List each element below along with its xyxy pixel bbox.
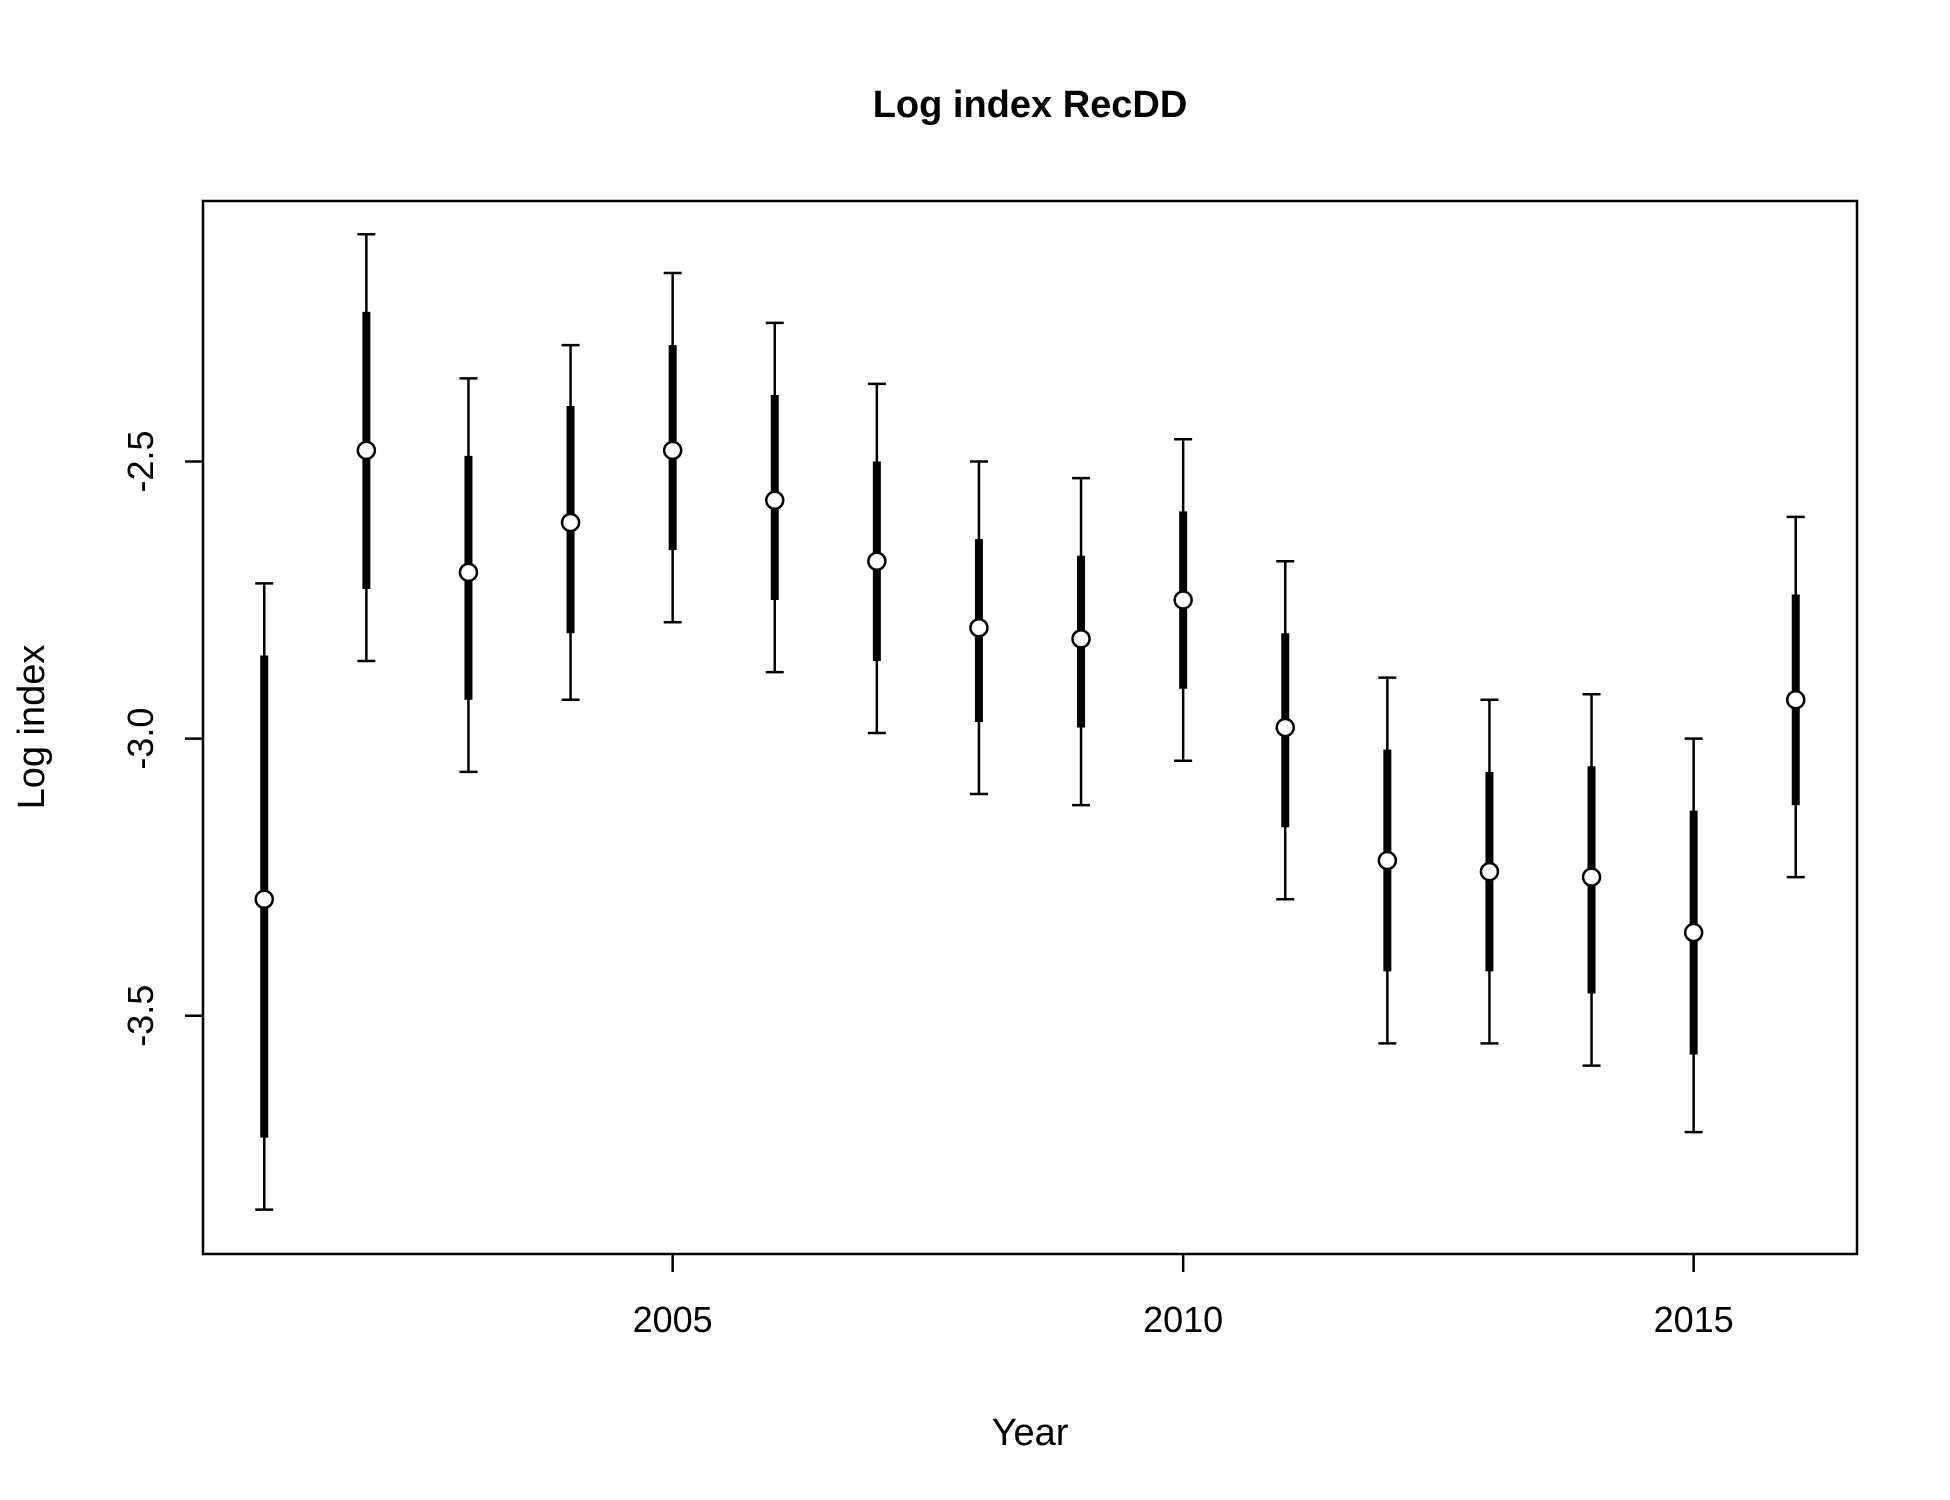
data-point (1071, 629, 1091, 649)
data-point (560, 512, 581, 533)
data-point (1275, 717, 1295, 738)
x-axis: 2005 2010 2015 (633, 1254, 1734, 1340)
data-point (1479, 861, 1500, 882)
data-point (1683, 922, 1704, 943)
x-tick-label: 2015 (1654, 1299, 1734, 1340)
y-tick-label: -2.5 (120, 430, 161, 492)
y-tick-label: -3.0 (120, 708, 161, 770)
y-axis-label: Log index (11, 645, 53, 810)
data-point (969, 617, 989, 638)
plot-area (201, 199, 1859, 1256)
x-tick-label: 2010 (1143, 1299, 1223, 1340)
data-point (765, 490, 785, 511)
x-axis-label: Year (992, 1412, 1069, 1454)
data-point (662, 440, 683, 461)
x-tick-label: 2005 (633, 1299, 713, 1340)
data-point (356, 440, 377, 461)
chart-title: Log index RecDD (873, 84, 1188, 126)
y-tick-label: -3.5 (120, 985, 161, 1047)
data-point (867, 551, 887, 571)
data-point (458, 562, 479, 583)
data-point (254, 889, 275, 910)
data-point (1173, 590, 1193, 610)
data-point (1377, 850, 1398, 871)
data-marks (254, 233, 1806, 1211)
y-axis: -3.5 -3.0 -2.5 (120, 430, 203, 1047)
data-point (1581, 867, 1602, 887)
data-point (1785, 690, 1806, 710)
